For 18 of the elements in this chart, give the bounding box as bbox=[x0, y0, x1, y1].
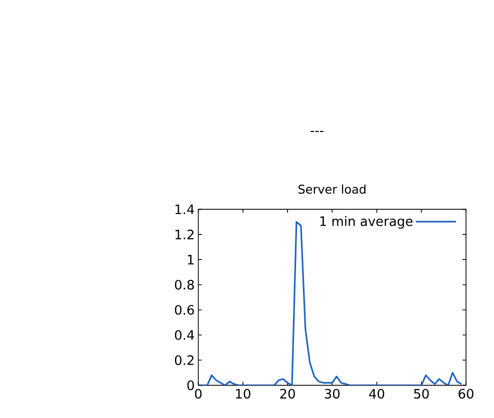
text: --- bbox=[310, 130, 324, 132]
x-tick-label: 30 bbox=[324, 388, 340, 399]
y-tick-label: 0.2 bbox=[174, 355, 194, 366]
x-tick-label: 20 bbox=[280, 388, 295, 399]
x-tick-label: 60 bbox=[458, 388, 474, 399]
chart-title: Server load bbox=[298, 184, 366, 194]
x-tick-label: 50 bbox=[414, 388, 429, 399]
y-tick-label: 1 bbox=[188, 254, 194, 264]
y-tick-label: 0.6 bbox=[174, 304, 194, 315]
y-tick-label: 1.4 bbox=[176, 204, 194, 214]
y-tick-label: 0.4 bbox=[174, 330, 194, 340]
x-tick-label: 10 bbox=[236, 388, 250, 399]
legend-label: 1 min average bbox=[320, 216, 412, 229]
x-tick-label: 40 bbox=[369, 388, 384, 399]
x-tick-label: 0 bbox=[195, 388, 202, 399]
y-tick-label: 1.2 bbox=[176, 230, 194, 240]
y-tick-label: 0 bbox=[187, 380, 194, 390]
y-tick-label: 0.8 bbox=[174, 280, 194, 290]
